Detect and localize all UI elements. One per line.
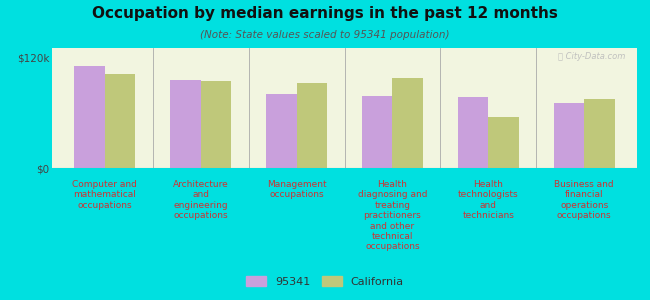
Bar [170,80,201,168]
Text: Management
occupations: Management occupations [266,180,326,200]
Text: Business and
financial
operations
occupations: Business and financial operations occupa… [554,180,614,220]
Bar [488,117,519,168]
Bar [74,67,105,168]
Text: Ⓡ City-Data.com: Ⓡ City-Data.com [558,52,625,61]
Text: (Note: State values scaled to 95341 population): (Note: State values scaled to 95341 popu… [200,30,450,40]
Bar [296,83,327,168]
Bar [584,99,615,168]
Legend: 95341, California: 95341, California [242,272,408,291]
Bar [458,97,488,168]
Bar [393,79,423,168]
Text: Occupation by median earnings in the past 12 months: Occupation by median earnings in the pas… [92,6,558,21]
Text: Architecture
and
engineering
occupations: Architecture and engineering occupations [173,180,229,220]
Text: Health
diagnosing and
treating
practitioners
and other
technical
occupations: Health diagnosing and treating practitio… [358,180,427,251]
Text: Health
technologists
and
technicians: Health technologists and technicians [458,180,519,220]
Bar [554,103,584,168]
Bar [105,74,135,168]
Bar [266,94,296,168]
Bar [362,96,393,168]
Text: Computer and
mathematical
occupations: Computer and mathematical occupations [72,180,137,210]
Bar [201,81,231,168]
